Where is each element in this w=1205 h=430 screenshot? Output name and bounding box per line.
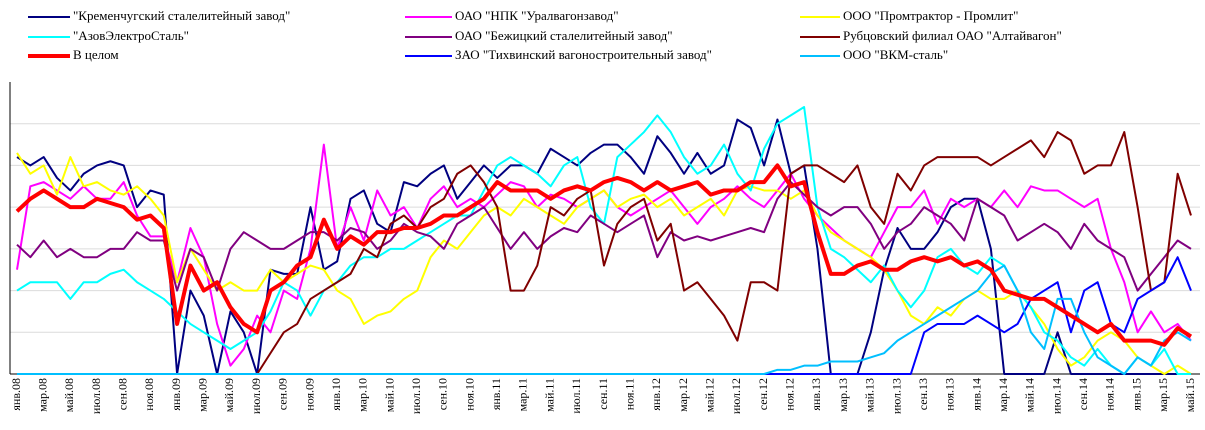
x-tick-label: ноя.08 [142,378,156,411]
x-tick-label: мар.10 [356,378,370,412]
legend-label: "АзовЭлектроСталь" [73,28,189,43]
x-tick-label: июл.13 [889,378,903,414]
x-tick-label: янв.12 [649,378,663,411]
x-tick-label: сен.14 [1076,378,1090,410]
series-line [15,163,1193,347]
legend-label: ООО "Промтрактор - Промлит" [843,8,1018,23]
legend-label: ООО "ВКМ-сталь" [843,47,948,62]
x-tick-label: мар.09 [196,378,210,412]
x-tick-label: янв.11 [489,378,503,410]
x-tick-label: янв.14 [969,378,983,411]
x-tick-label: май.15 [1183,378,1197,412]
x-tick-label: ноя.14 [1103,378,1117,411]
x-tick-label: сен.09 [276,378,290,410]
x-tick-label: сен.11 [596,378,610,410]
x-tick-label: янв.15 [1129,378,1143,411]
x-tick-label: май.11 [542,378,556,412]
x-tick-label: сен.08 [115,378,129,410]
x-tick-label: ноя.12 [783,378,797,411]
legend-label: Рубцовский филиал ОАО "Алтайвагон" [843,28,1062,43]
legend-label: ОАО "НПК "Уралвагонзавод" [455,8,619,23]
x-tick-label: май.10 [382,378,396,412]
x-tick-label: июл.14 [1049,378,1063,414]
x-tick-label: мар.11 [516,378,530,411]
series-line [16,181,1192,292]
x-tick-label: янв.10 [329,378,343,411]
x-tick-label: май.08 [62,378,76,412]
x-tick-label: июл.11 [569,378,583,414]
legend-label: ЗАО "Тихвинский вагоностроительный завод… [455,47,712,62]
series-line [16,106,1191,375]
x-tick-label: ноя.10 [462,378,476,411]
x-tick-label: июл.10 [409,378,423,414]
x-tick-label: июл.09 [249,378,263,414]
x-tick-label: мар.15 [1156,378,1170,412]
x-tick-label: ноя.13 [943,378,957,411]
x-tick-label: май.12 [702,378,716,412]
x-tick-label: мар.14 [996,378,1010,412]
x-tick-label: май.14 [1023,378,1037,412]
x-tick-label: янв.08 [9,378,23,411]
legend-label: "Кременчугский сталелитейный завод" [73,8,290,23]
x-tick-label: янв.09 [169,378,183,411]
x-tick-label: мар.12 [676,378,690,412]
x-tick-label: июл.12 [729,378,743,414]
legend-label: В целом [73,47,119,62]
x-tick-label: янв.13 [809,378,823,411]
series-line [17,264,1192,375]
x-tick-label: июл.08 [89,378,103,414]
x-tick-label: сен.13 [916,378,930,410]
x-tick-label: ноя.11 [622,378,636,410]
legend-label: ОАО "Бежицкий сталелитейный завод" [455,28,673,43]
x-tick-label: мар.13 [836,378,850,412]
x-tick-label: сен.12 [756,378,770,410]
series-line [16,118,1191,375]
x-tick-label: ноя.09 [302,378,316,411]
x-tick-label: май.09 [222,378,236,412]
x-tick-label: май.13 [863,378,877,412]
x-tick-label: мар.08 [35,378,49,412]
x-tick-label: сен.10 [436,378,450,410]
